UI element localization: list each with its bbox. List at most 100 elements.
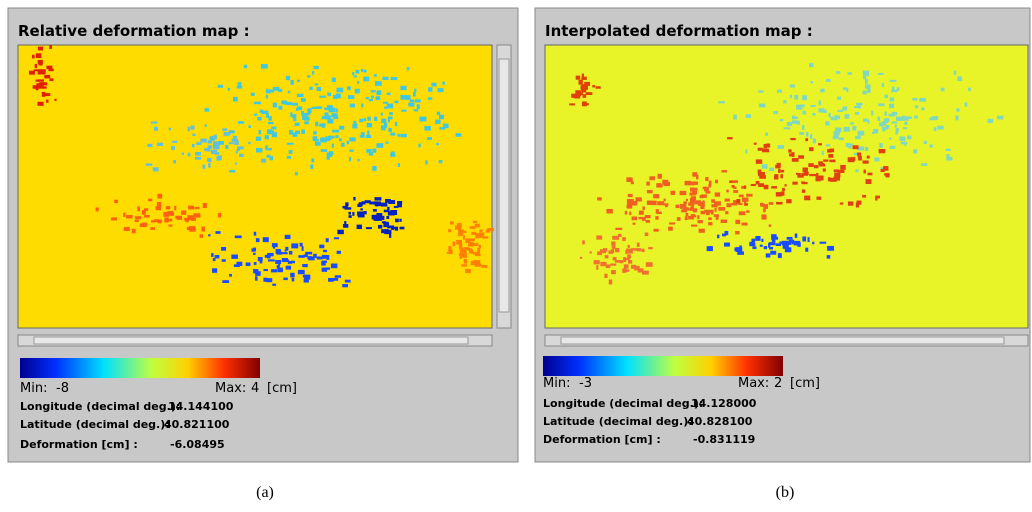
map-pixel xyxy=(282,258,288,262)
map-pixel xyxy=(382,77,388,80)
vertical-scroll-thumb[interactable] xyxy=(499,59,509,312)
map-pixel xyxy=(756,159,762,163)
map-pixel xyxy=(278,264,280,266)
map-pixel xyxy=(628,260,632,264)
map-pixel xyxy=(447,252,453,254)
map-pixel xyxy=(724,243,730,247)
map-pixel xyxy=(428,87,432,92)
map-pixel xyxy=(347,86,351,90)
map-pixel xyxy=(366,135,371,138)
map-pixel xyxy=(253,269,258,273)
unit: [cm] xyxy=(790,376,820,391)
map-pixel xyxy=(221,247,226,251)
map-pixel xyxy=(228,88,230,91)
map-pixel xyxy=(809,63,813,67)
map-pixel xyxy=(863,90,867,94)
map-pixel xyxy=(863,118,867,121)
map-pixel xyxy=(907,135,911,139)
map-pixel xyxy=(858,156,862,161)
map-pixel xyxy=(265,135,269,139)
map-pixel xyxy=(857,131,864,136)
map-pixel xyxy=(397,204,401,207)
map-pixel xyxy=(627,205,633,209)
map-pixel xyxy=(278,106,282,110)
map-pixel xyxy=(394,101,398,104)
map-pixel xyxy=(867,173,872,176)
horizontal-scroll-thumb[interactable] xyxy=(34,337,468,344)
map-pixel xyxy=(597,197,602,200)
map-pixel xyxy=(624,264,629,268)
map-pixel xyxy=(381,113,383,116)
map-pixel xyxy=(718,207,725,211)
map-pixel xyxy=(244,65,247,69)
map-pixel xyxy=(834,115,837,120)
map-pixel xyxy=(837,97,841,100)
map-pixel xyxy=(184,218,189,221)
map-pixel xyxy=(205,108,210,111)
map-pixel xyxy=(260,110,264,113)
map-pixel xyxy=(287,143,294,145)
map-pixel xyxy=(904,122,907,125)
map-pixel xyxy=(371,90,376,92)
map-pixel xyxy=(714,214,719,217)
map-pixel xyxy=(169,128,171,131)
map-pixel xyxy=(477,248,480,253)
map-pixel xyxy=(778,169,780,173)
map-pixel xyxy=(373,209,377,212)
map-pixel xyxy=(853,145,859,149)
map-pixel xyxy=(833,136,838,139)
map-pixel xyxy=(871,111,873,116)
map-pixel xyxy=(195,152,201,156)
map-pixel xyxy=(317,87,322,91)
min-value: -8 xyxy=(56,381,69,396)
map-pixel xyxy=(818,108,824,112)
map-pixel xyxy=(842,106,847,110)
map-pixel xyxy=(448,229,451,232)
map-pixel xyxy=(921,163,928,166)
map-pixel xyxy=(829,160,835,163)
map-pixel xyxy=(352,72,354,75)
map-pixel xyxy=(852,126,856,130)
map-pixel xyxy=(192,134,195,136)
map-pixel xyxy=(688,216,694,220)
map-pixel xyxy=(924,141,927,144)
map-pixel xyxy=(201,227,205,232)
map-pixel xyxy=(414,109,418,111)
map-pixel xyxy=(715,180,718,184)
map-pixel xyxy=(362,201,366,204)
map-pixel xyxy=(248,142,250,144)
map-pixel xyxy=(285,250,287,252)
map-pixel xyxy=(363,70,366,73)
map-pixel xyxy=(151,122,158,124)
map-pixel xyxy=(637,243,640,247)
map-pixel xyxy=(398,134,401,137)
map-pixel xyxy=(867,88,871,92)
map-pixel xyxy=(348,212,351,215)
map-pixel xyxy=(410,100,414,103)
map-pixel xyxy=(347,141,349,144)
map-pixel xyxy=(676,205,680,208)
map-pixel xyxy=(263,237,269,242)
map-pixel xyxy=(325,267,330,269)
colorbar xyxy=(543,356,783,376)
map-pixel xyxy=(319,245,324,249)
map-pixel xyxy=(188,153,190,157)
map-pixel xyxy=(739,245,742,250)
map-pixel xyxy=(792,120,799,124)
map-pixel xyxy=(436,143,439,145)
map-pixel xyxy=(456,240,462,245)
map-pixel xyxy=(322,261,327,263)
map-pixel xyxy=(46,66,52,69)
map-pixel xyxy=(342,284,348,287)
deformation-label: Deformation [cm] : xyxy=(543,433,661,446)
map-pixel xyxy=(331,264,338,269)
map-pixel xyxy=(236,151,238,154)
map-pixel xyxy=(171,146,175,150)
map-pixel xyxy=(321,149,327,152)
map-pixel xyxy=(839,137,844,140)
map-pixel xyxy=(376,96,381,100)
map-pixel xyxy=(752,246,756,249)
map-pixel xyxy=(29,71,35,75)
horizontal-scroll-thumb[interactable] xyxy=(561,337,1004,344)
map-pixel xyxy=(147,144,152,147)
